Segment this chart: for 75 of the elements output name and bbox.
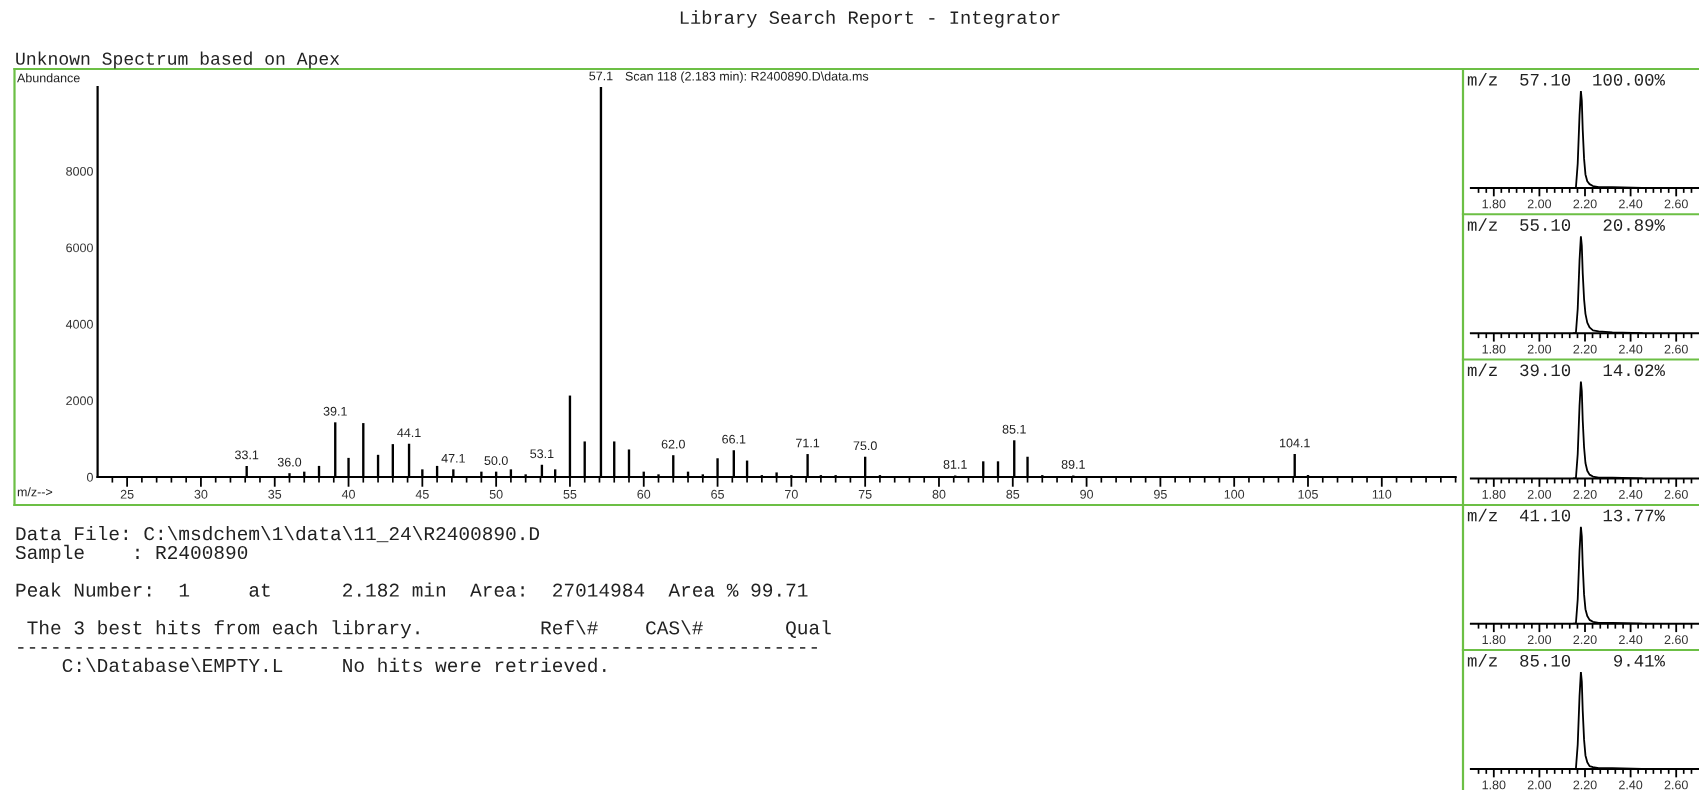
x-tick-label: 25 [120,489,134,499]
annotation: 62.0 [661,439,685,449]
x-tick-label: 60 [637,489,651,499]
x-tick-label: 2.60 [1664,199,1688,209]
x-tick-label: 2.00 [1527,489,1552,499]
x-tick-label: 2.40 [1619,489,1643,499]
annotation: 39.1 [323,406,347,416]
x-tick-label: 2.20 [1573,344,1597,354]
chart-title: m/z 57.10 100.00% [1467,72,1665,86]
y-tick-label: 8000 [66,166,93,176]
x-tick-label: 30 [194,489,208,499]
x-tick-label: 45 [415,489,429,499]
x-tick-label: 2.00 [1527,635,1552,645]
chart-title: m/z 39.10 14.02% [1467,363,1665,377]
x-tick-label: 2.20 [1573,780,1597,790]
x-tick-label: 50 [489,489,503,499]
annotation: 57.1 [589,71,613,81]
x-tick-label: 80 [932,489,946,499]
x-tick-label: 90 [1080,489,1094,499]
x-tick-label: 75 [858,489,872,499]
text: Data File: C:\msdchem\1\data\11_24\R2400890.D Sample : R2400890 Peak Number: 1 at 2.182 min Area: 27014984 Area % 99.71 The 3 best hits from each library. Ref\# CAS\# Qual --------------------------------------------------------------------- C:\Database\EMPTY.L No hits were retrieved. [15,526,831,673]
x-tick-label: 40 [341,489,355,499]
x-tick-label: 35 [268,489,282,499]
annotation: 85.1 [1002,424,1026,434]
x-tick-label: 95 [1154,489,1167,499]
chart-title: m/z 55.10 20.89% [1467,218,1665,231]
annotation: 50.0 [484,456,508,466]
x-tick-label: 2.60 [1664,489,1688,499]
x-tick-label: 2.20 [1573,635,1597,645]
annotation: 53.1 [530,449,554,459]
annotation: 47.1 [441,453,465,463]
text: Scan 118 (2.183 min): R2400890.D\data.ms [625,71,869,84]
x-tick-label: 1.80 [1482,199,1506,209]
y-axis-title: Abundance [17,73,80,83]
annotation: 44.1 [397,428,421,437]
x-tick-label: 105 [1298,489,1318,499]
x-tick-label: 1.80 [1482,635,1506,645]
annotation: 36.0 [277,457,302,467]
annotation: 81.1 [943,459,967,469]
annotation: 66.1 [722,434,746,444]
x-tick-label: 2.60 [1664,780,1688,790]
x-tick-label: 2.40 [1619,635,1643,645]
x-tick-label: 2.20 [1573,199,1597,209]
x-tick-label: 2.60 [1664,635,1688,645]
y-tick-label: 6000 [66,243,93,253]
x-tick-label: 2.40 [1619,780,1643,790]
x-tick-label: 55 [563,489,577,499]
x-tick-label: 2.00 [1527,344,1552,354]
annotation: 71.1 [796,438,820,448]
x-tick-label: 1.80 [1482,780,1506,790]
x-axis-title: m/z--> [17,487,53,497]
x-tick-label: 100 [1224,489,1245,499]
x-tick-label: 85 [1006,489,1020,499]
x-tick-label: 2.00 [1527,780,1552,790]
x-tick-label: 110 [1372,489,1392,499]
x-tick-label: 2.00 [1527,199,1552,209]
annotation: 104.1 [1280,438,1310,448]
chart-title: m/z 41.10 13.77% [1467,508,1665,522]
y-tick-label: 4000 [65,319,93,329]
x-tick-label: 70 [785,489,798,499]
chart-title: m/z 85.10 9.41% [1467,653,1665,667]
x-tick-label: 2.20 [1573,489,1597,499]
chart-title: Library Search Report - Integrator [680,10,1060,28]
x-tick-label: 2.40 [1619,199,1643,209]
y-tick-label: 0 [86,472,93,482]
x-tick-label: 2.60 [1664,344,1688,354]
x-tick-label: 1.80 [1482,489,1506,499]
annotation: 89.1 [1061,459,1085,469]
chart-subtitle: Unknown Spectrum based on Apex [16,51,340,69]
y-tick-label: 2000 [66,396,93,406]
annotation: 33.1 [235,450,259,460]
x-tick-label: 1.80 [1482,344,1506,354]
annotation: 75.0 [853,441,877,451]
x-tick-label: 2.40 [1619,344,1643,354]
x-tick-label: 65 [711,489,724,499]
